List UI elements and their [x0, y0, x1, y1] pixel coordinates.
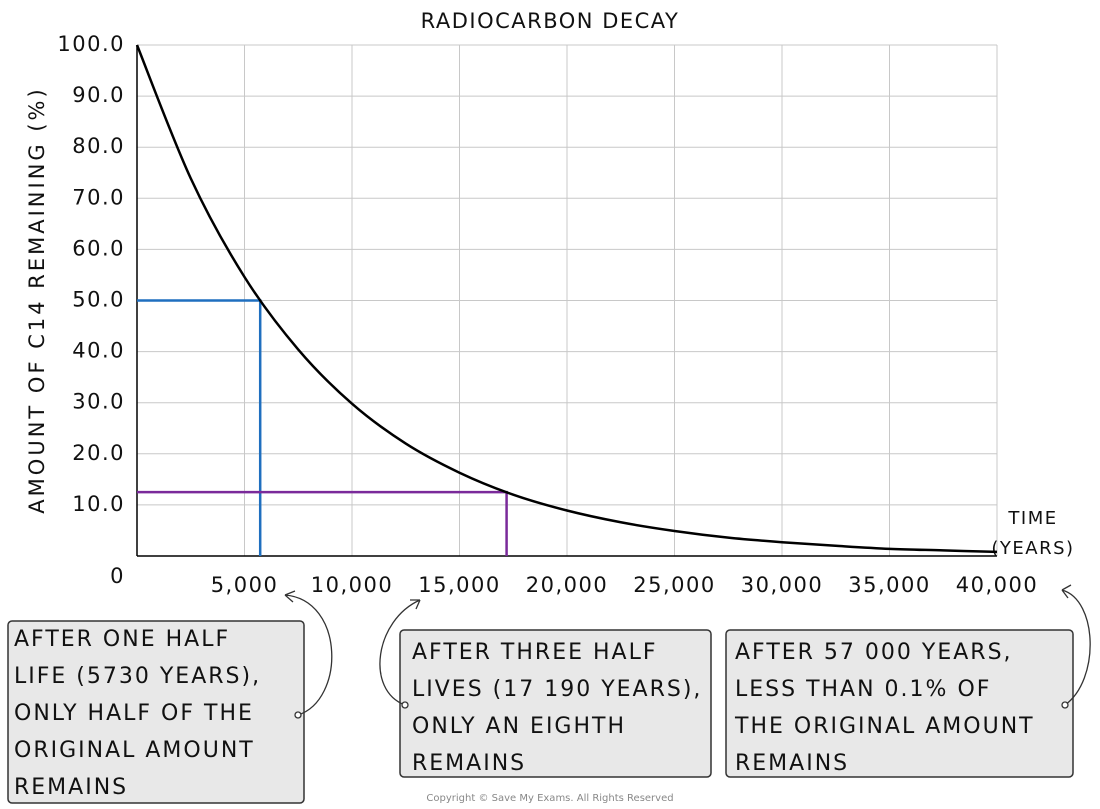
arrow — [379, 599, 421, 706]
arrow-dot — [294, 711, 302, 719]
x-tick-label: 15,000 — [418, 573, 500, 597]
x-tick-label: 5,000 — [211, 573, 279, 597]
arrow-dot — [1061, 701, 1069, 709]
y-tick-label: 50.0 — [72, 288, 125, 312]
half-life-marker — [137, 299, 262, 556]
callout-boxes — [7, 620, 1074, 804]
x-tick-label: 25,000 — [633, 573, 715, 597]
callout-arrows — [284, 584, 1091, 719]
x-tick-label: 20,000 — [526, 573, 608, 597]
decay-curve — [135, 44, 998, 554]
y-tick-label: 100.0 — [57, 32, 125, 56]
callout-text: LESS THAN 0.1% OF — [735, 677, 991, 702]
callout-text: LIVES (17 190 YEARS), — [412, 677, 702, 702]
chart-title: RADIOCARBON DECAY — [421, 9, 680, 33]
copyright: Copyright © Save My Exams. All Rights Re… — [426, 793, 673, 804]
callout-box — [725, 629, 1074, 778]
half-life-marker — [137, 490, 508, 556]
y-tick-label: 40.0 — [72, 339, 125, 363]
grid — [137, 44, 998, 556]
callout-text: ONLY HALF OF THE — [14, 701, 254, 726]
callout-text: THE ORIGINAL AMOUNT — [734, 714, 1035, 739]
arrow — [1061, 584, 1091, 706]
callout-text: ORIGINAL AMOUNT — [14, 738, 255, 763]
x-axis-label: TIME — [1007, 508, 1057, 529]
callout-text: ONLY AN EIGHTH — [412, 714, 626, 739]
callout-box — [399, 629, 712, 778]
callout-text: AFTER THREE HALF — [412, 640, 658, 665]
callout-text: AFTER 57 000 YEARS, — [735, 640, 1013, 665]
y-tick-label: 10.0 — [72, 492, 125, 516]
y-tick-label: 20.0 — [72, 441, 125, 465]
x-axis-label: (YEARS) — [991, 538, 1074, 559]
callout-text: LIFE (5730 YEARS), — [14, 664, 261, 689]
y-tick-label: 30.0 — [72, 390, 125, 414]
y-tick-label: 80.0 — [72, 134, 125, 158]
y-axis-label: AMOUNT OF C14 REMAINING (%) — [25, 86, 49, 513]
y-tick-label: 60.0 — [72, 236, 125, 260]
callout-text: AFTER ONE HALF — [14, 627, 230, 652]
x-tick-label: 10,000 — [311, 573, 393, 597]
callout-text: REMAINS — [412, 751, 526, 776]
y-tick-label: 0 — [110, 564, 125, 588]
x-tick-label: 35,000 — [848, 573, 930, 597]
y-tick-label: 70.0 — [72, 185, 125, 209]
arrow — [284, 590, 333, 716]
x-tick-label: 40,000 — [956, 573, 1038, 597]
arrow-dot — [401, 701, 409, 709]
callout-text: REMAINS — [14, 775, 128, 800]
x-tick-label: 30,000 — [741, 573, 823, 597]
y-tick-label: 90.0 — [72, 83, 125, 107]
callout-text: REMAINS — [735, 751, 849, 776]
